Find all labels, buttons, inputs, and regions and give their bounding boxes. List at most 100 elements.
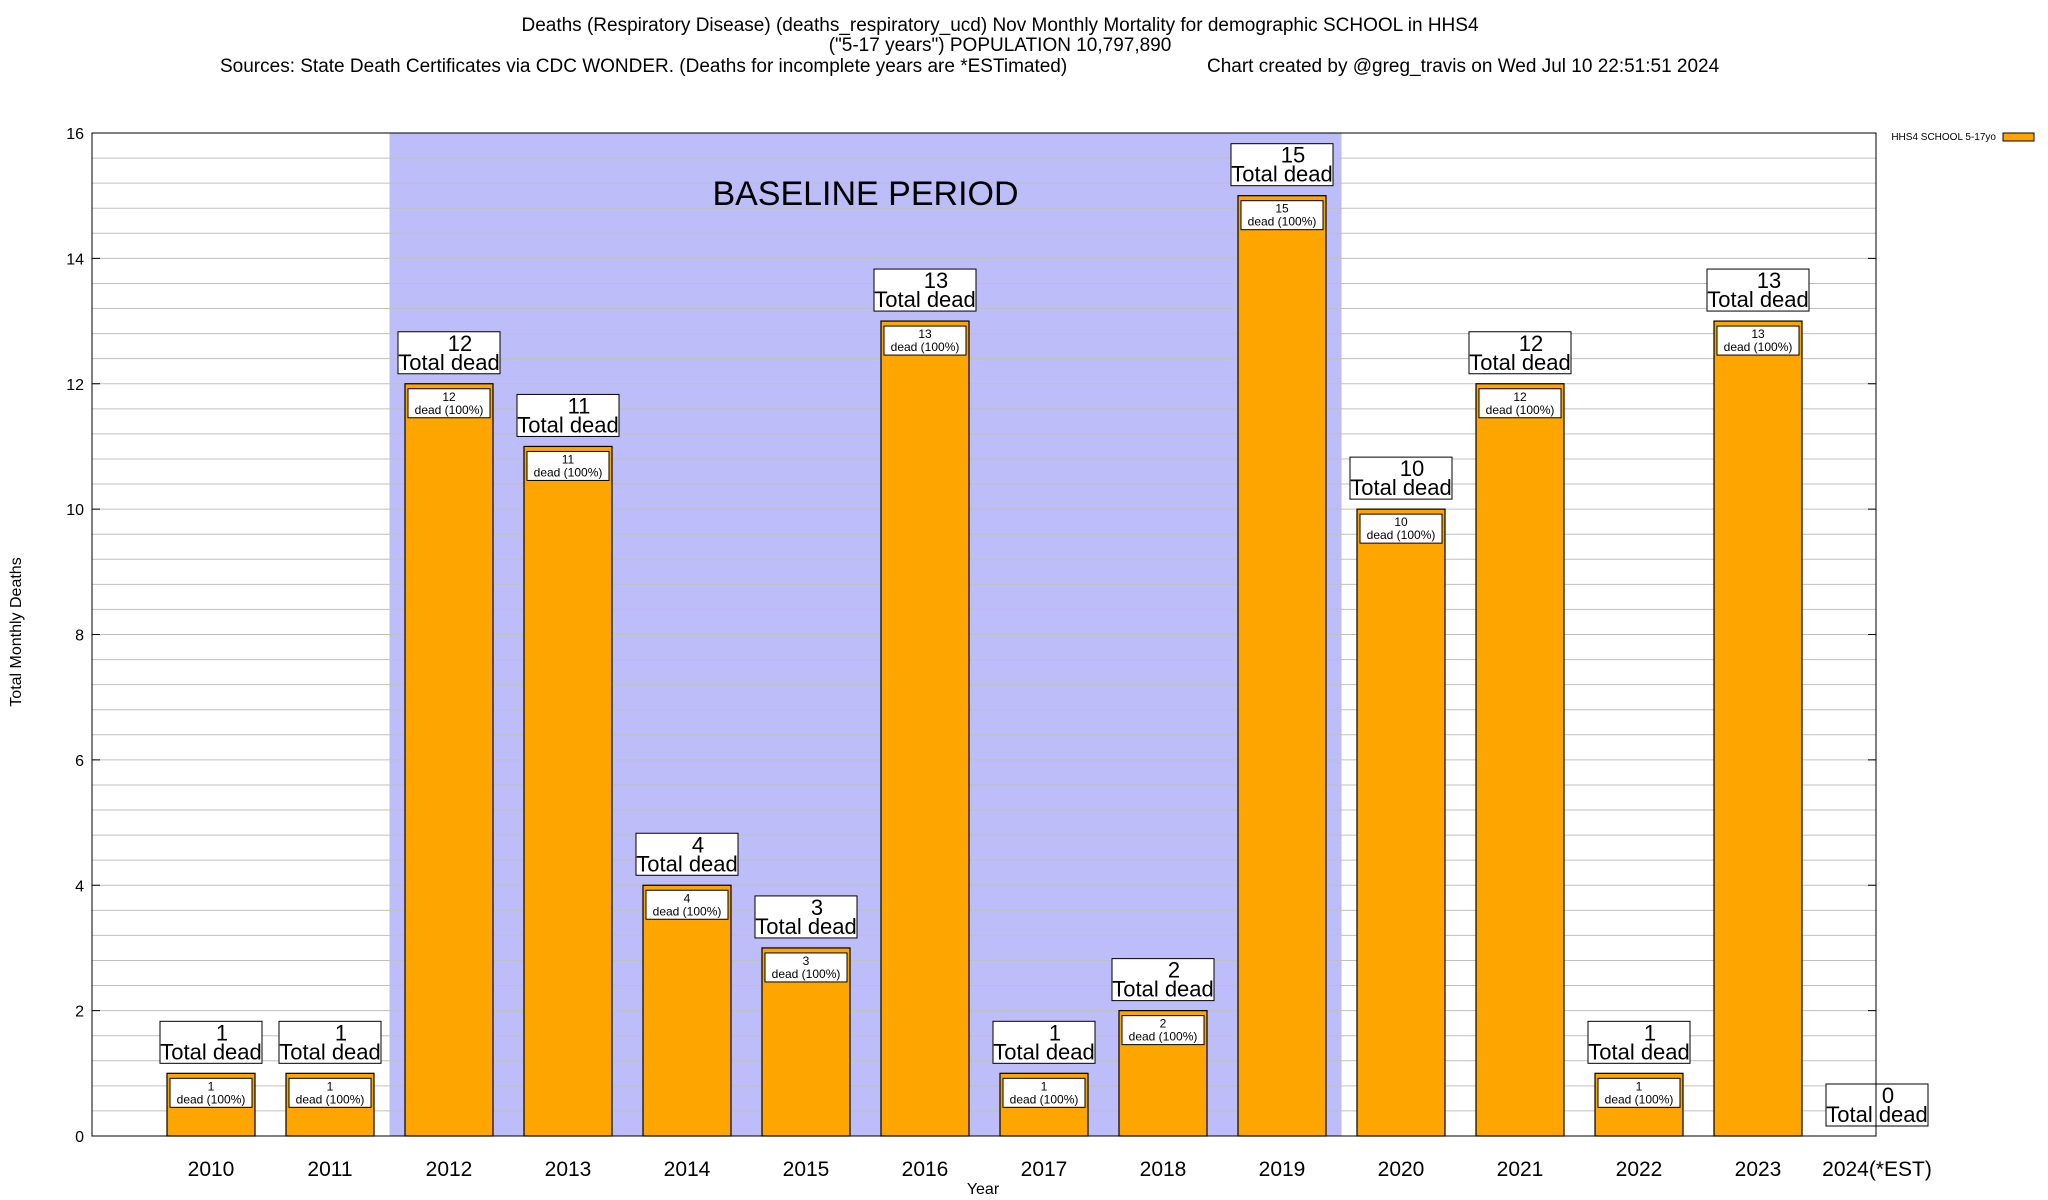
bar-inner-percent: dead (100%) bbox=[1605, 1092, 1674, 1106]
bar-inner-value: 4 bbox=[684, 891, 691, 905]
bar-total-value: 1 bbox=[1644, 1020, 1656, 1045]
x-tick-label: 2013 bbox=[545, 1158, 592, 1181]
bar bbox=[1237, 195, 1327, 1137]
bar-inner-percent: dead (100%) bbox=[772, 967, 841, 981]
x-tick-label: 2015 bbox=[783, 1158, 830, 1181]
bar bbox=[880, 320, 970, 1137]
bar-total-label-box bbox=[992, 1020, 1096, 1064]
y-tick-label: 0 bbox=[75, 1129, 84, 1146]
bar-inner-percent: dead (100%) bbox=[653, 904, 722, 918]
bar-inner-percent: dead (100%) bbox=[415, 403, 484, 417]
bar-inner-percent: dead (100%) bbox=[1248, 215, 1317, 229]
title-line-1: Deaths (Respiratory Disease) (deaths_res… bbox=[521, 15, 1478, 36]
bar-inner-value: 10 bbox=[1394, 515, 1408, 529]
bar-total-value: 4 bbox=[692, 832, 704, 857]
y-tick-label: 8 bbox=[75, 628, 84, 645]
bar-total-value: 3 bbox=[811, 895, 823, 920]
bar-inner-value: 2 bbox=[1160, 1017, 1167, 1031]
bar-inner-percent: dead (100%) bbox=[296, 1092, 365, 1106]
bar-inner-percent: dead (100%) bbox=[1486, 403, 1555, 417]
bar-inner-value: 12 bbox=[442, 390, 456, 404]
y-tick-label: 12 bbox=[66, 377, 84, 394]
legend-swatch bbox=[2002, 132, 2035, 142]
bar-total-word: Total dead bbox=[1707, 287, 1809, 312]
y-tick-label: 14 bbox=[66, 251, 84, 268]
x-tick-label: 2022 bbox=[1616, 1158, 1663, 1181]
bar-inner-percent: dead (100%) bbox=[177, 1092, 246, 1106]
bar-inner-value: 1 bbox=[208, 1079, 215, 1093]
chart-title: Deaths (Respiratory Disease) (deaths_res… bbox=[220, 15, 1720, 77]
bar-total-value: 1 bbox=[335, 1020, 347, 1045]
bar-inner-label-box bbox=[288, 1077, 372, 1108]
bar-inner-percent: dead (100%) bbox=[1724, 340, 1793, 354]
bar-total-label-box bbox=[1825, 1083, 1929, 1127]
bar-total-value: 12 bbox=[448, 331, 472, 356]
bar-total-word: Total dead bbox=[1112, 977, 1214, 1002]
grid-layer bbox=[92, 132, 1876, 1137]
bar bbox=[1356, 508, 1446, 1137]
bar-inner-label-box bbox=[764, 952, 848, 983]
bar-inner-value: 3 bbox=[803, 954, 810, 968]
bar-inner-label-box bbox=[1478, 388, 1562, 419]
title-line-3-credit: Chart created by @greg_travis on Wed Jul… bbox=[1207, 56, 1720, 77]
x-tick-label: 2024(*EST) bbox=[1822, 1158, 1932, 1181]
bar-total-label-box bbox=[278, 1020, 382, 1064]
x-axis-label: Year bbox=[967, 1181, 1000, 1198]
bar-total-word: Total dead bbox=[279, 1039, 381, 1064]
bar-total-value: 12 bbox=[1519, 331, 1543, 356]
y-tick-label: 6 bbox=[75, 753, 84, 770]
bar-total-value: 13 bbox=[1757, 268, 1781, 293]
bar-total-label-box bbox=[873, 268, 977, 312]
x-tick-label: 2010 bbox=[188, 1158, 235, 1181]
bar-inner-value: 13 bbox=[918, 327, 932, 341]
bar-inner-value: 12 bbox=[1513, 390, 1527, 404]
bar-total-word: Total dead bbox=[1231, 162, 1333, 187]
bar-total-value: 1 bbox=[216, 1020, 228, 1045]
bar-inner-percent: dead (100%) bbox=[1367, 528, 1436, 542]
bar-total-word: Total dead bbox=[636, 851, 738, 876]
bar-inner-percent: dead (100%) bbox=[534, 465, 603, 479]
legend-entry-label: HHS4 SCHOOL 5-17yo bbox=[1891, 132, 1996, 143]
y-tick-label: 10 bbox=[66, 502, 84, 519]
bars-layer bbox=[166, 195, 1803, 1137]
x-tick-label: 2018 bbox=[1140, 1158, 1187, 1181]
y-axis-label: Total Monthly Deaths bbox=[8, 557, 25, 706]
bar-inner-value: 1 bbox=[1041, 1079, 1048, 1093]
bar-total-label-box bbox=[1349, 456, 1453, 500]
bar-inner-label-box bbox=[1716, 325, 1800, 356]
bar-total-value: 2 bbox=[1168, 958, 1180, 983]
bar-inner-label-box bbox=[526, 450, 610, 481]
bar-total-label-box bbox=[1111, 958, 1215, 1002]
legend: HHS4 SCHOOL 5-17yo bbox=[1891, 132, 2035, 143]
bar-inner-label-box bbox=[1002, 1077, 1086, 1108]
bar-total-value: 1 bbox=[1049, 1020, 1061, 1045]
x-tick-label: 2014 bbox=[664, 1158, 711, 1181]
x-tick-label: 2016 bbox=[902, 1158, 949, 1181]
baseline-period-label: BASELINE PERIOD bbox=[712, 175, 1018, 213]
bar-inner-label-box bbox=[645, 889, 729, 920]
bar-total-value: 11 bbox=[568, 393, 591, 418]
bar bbox=[642, 884, 732, 1137]
bar-total-label-box bbox=[754, 895, 858, 939]
bar-total-value: 15 bbox=[1281, 143, 1305, 168]
bar-total-label-box bbox=[1587, 1020, 1691, 1064]
title-line-2: ("5-17 years") POPULATION 10,797,890 bbox=[829, 35, 1172, 56]
bar-inner-value: 1 bbox=[327, 1079, 334, 1093]
x-tick-label: 2011 bbox=[307, 1158, 352, 1181]
bar-total-label-box bbox=[1706, 268, 1810, 312]
bar-total-label-box bbox=[397, 331, 501, 375]
title-line-3-sources: Sources: State Death Certificates via CD… bbox=[220, 56, 1067, 77]
bar-total-word: Total dead bbox=[160, 1039, 262, 1064]
bar-inner-percent: dead (100%) bbox=[891, 340, 960, 354]
bar-total-value: 13 bbox=[924, 268, 948, 293]
bar-total-word: Total dead bbox=[398, 350, 500, 375]
bar-total-value: 0 bbox=[1882, 1083, 1894, 1108]
x-tick-label: 2019 bbox=[1259, 1158, 1306, 1181]
bar-inner-label-box bbox=[1121, 1015, 1205, 1046]
bar-total-word: Total dead bbox=[1826, 1102, 1928, 1127]
bar-inner-percent: dead (100%) bbox=[1129, 1030, 1198, 1044]
bar-total-value: 10 bbox=[1400, 456, 1424, 481]
bar bbox=[404, 383, 494, 1137]
bar-total-word: Total dead bbox=[1469, 350, 1571, 375]
